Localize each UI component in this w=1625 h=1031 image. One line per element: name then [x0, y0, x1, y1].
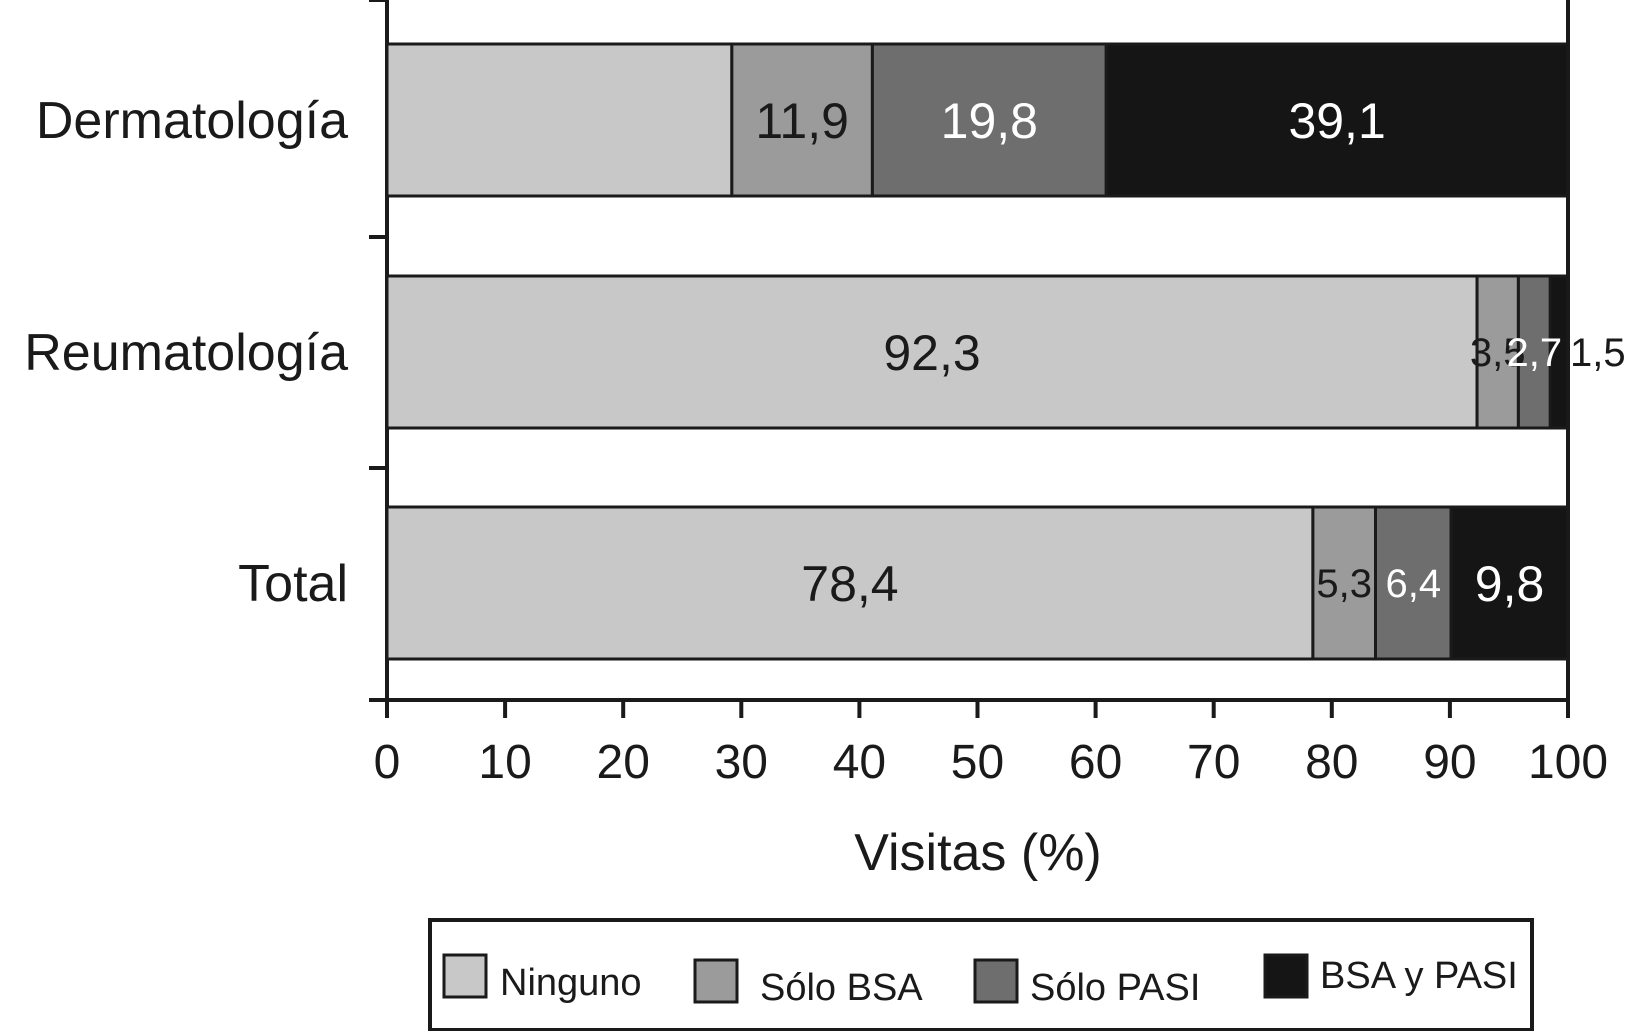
bar-segment [1449, 505, 1570, 661]
legend-swatch [1263, 953, 1309, 999]
x-tick-label: 20 [597, 736, 650, 789]
segment-labels: 11,9 19,8 39,1 92,3 3,52,7 1,5 78,4 5,3 6,4 9,8 [755, 93, 1625, 612]
x-tick-label: 60 [1069, 736, 1122, 789]
legend-swatch [693, 958, 739, 1004]
x-tick-label: 70 [1187, 736, 1240, 789]
legend: Ninguno Sólo BSA Sólo PASI BSA y PASI [428, 918, 1534, 1031]
segment-label: 3,5 [1470, 331, 1526, 375]
legend-label: Ninguno [500, 962, 642, 1004]
bar-segment [385, 274, 1479, 430]
legend-label: BSA y PASI [1320, 955, 1518, 997]
segment-label: 11,9 [755, 93, 849, 149]
legend-label: Sólo PASI [1030, 967, 1200, 1009]
bar-segment [1311, 505, 1377, 661]
x-tick-label: 90 [1423, 736, 1476, 789]
category-label: Total [238, 555, 348, 613]
x-tick-label: 100 [1528, 736, 1608, 789]
x-tick-label: 50 [951, 736, 1004, 789]
x-axis-title: Visitas (%) [854, 824, 1102, 882]
segment-label: 1,5 [1570, 331, 1625, 375]
x-tick-label: 0 [374, 736, 401, 789]
bar-segment [385, 42, 734, 198]
segment-label: 2,7 [1507, 331, 1563, 375]
segment-label: 92,3 [883, 325, 980, 381]
category-label: Reumatología [24, 324, 348, 382]
legend-swatch [973, 958, 1019, 1004]
legend-label: Sólo BSA [760, 967, 923, 1009]
x-tick-label: 80 [1305, 736, 1358, 789]
bar-segments [385, 42, 1570, 661]
bar-segment [730, 42, 874, 198]
x-tick-label: 30 [715, 736, 768, 789]
category-label: Dermatología [36, 92, 348, 150]
bar-segment [1548, 274, 1570, 430]
legend-swatch [442, 953, 488, 999]
segment-label: 78,4 [801, 556, 898, 612]
segment-label: 9,8 [1475, 556, 1545, 612]
segment-label: 19,8 [941, 93, 1038, 149]
segment-label: 39,1 [1288, 93, 1385, 149]
x-tick-label: 40 [833, 736, 886, 789]
bar-segment [1475, 274, 1520, 430]
segment-label: 5,3 [1316, 562, 1372, 606]
x-axis: 0 10 20 30 40 50 60 70 80 90 100 [369, 698, 1608, 789]
category-labels: Dermatología Reumatología Total [24, 92, 348, 613]
bar-segment [870, 42, 1108, 198]
x-tick-label: 10 [478, 736, 531, 789]
bar-segment [1104, 42, 1570, 198]
segment-label: 6,4 [1385, 562, 1441, 606]
